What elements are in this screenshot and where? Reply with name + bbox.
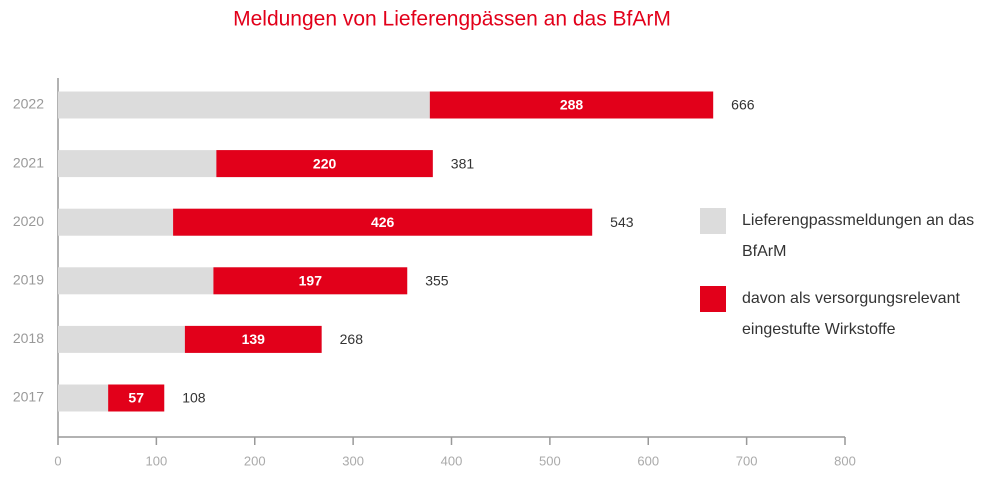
legend-label: davon als versorgungsrelevant eingestuft… (742, 290, 960, 338)
legend-item: davon als versorgungsrelevant eingestuft… (700, 286, 990, 345)
bar (184, 325, 322, 353)
x-tick-label: 200 (244, 453, 266, 468)
value-label: 220 (313, 155, 337, 171)
legend-swatch (700, 286, 726, 312)
y-tick-label: 2022 (13, 96, 44, 112)
x-tick-label: 400 (441, 453, 463, 468)
value-label: 57 (128, 390, 144, 406)
x-tick-label: 300 (342, 453, 364, 468)
value-label: 139 (242, 331, 266, 347)
value-label: 381 (451, 155, 475, 171)
value-label: 108 (182, 390, 206, 406)
chart-title: Meldungen von Lieferengpässen an das BfA… (233, 8, 671, 31)
x-tick-label: 100 (146, 453, 168, 468)
y-tick-label: 2018 (13, 330, 44, 346)
legend-item: Lieferengpassmeldungen an das BfArM (700, 208, 990, 267)
value-label: 355 (425, 273, 449, 289)
bar (429, 91, 714, 119)
value-label: 543 (610, 214, 634, 230)
x-tick-label: 700 (736, 453, 758, 468)
y-tick-label: 2021 (13, 154, 44, 170)
legend-swatch (700, 208, 726, 234)
x-tick-label: 500 (539, 453, 561, 468)
bar (216, 150, 433, 178)
value-label: 426 (371, 214, 395, 230)
bar (108, 384, 165, 412)
x-tick-label: 0 (54, 453, 61, 468)
value-label: 288 (560, 97, 584, 113)
y-tick-label: 2017 (13, 389, 44, 405)
bar (213, 267, 408, 295)
bar (173, 208, 593, 236)
x-tick-label: 600 (637, 453, 659, 468)
value-label: 666 (731, 97, 755, 113)
legend-label: Lieferengpassmeldungen an das BfArM (742, 212, 975, 260)
y-tick-label: 2020 (13, 213, 44, 229)
value-label: 268 (340, 331, 364, 347)
y-tick-label: 2019 (13, 272, 44, 288)
x-tick-label: 800 (834, 453, 856, 468)
value-label: 197 (299, 273, 323, 289)
